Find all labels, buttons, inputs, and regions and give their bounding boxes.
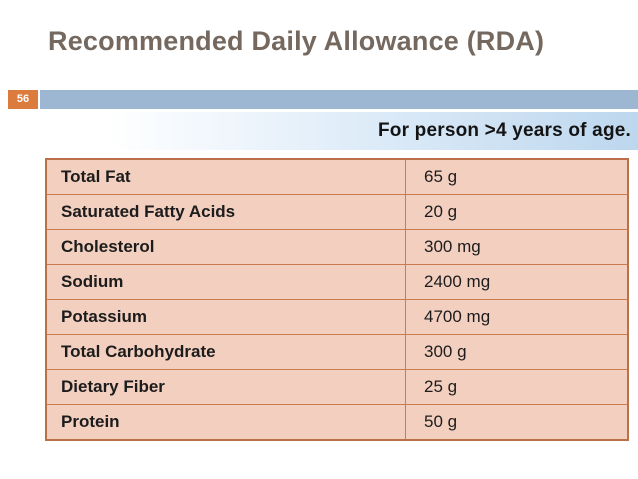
nutrient-label-cell: Potassium: [45, 299, 406, 335]
rda-table-body: Total Fat 65 g Saturated Fatty Acids 20 g Ch…: [45, 158, 629, 441]
nutrient-label-cell: Saturated Fatty Acids: [45, 194, 406, 230]
nutrient-label-cell: Sodium: [45, 264, 406, 300]
table-row: Total Fat 65 g: [45, 158, 629, 195]
nutrient-label-cell: Protein: [45, 404, 406, 441]
table-row: Protein 50 g: [45, 404, 629, 441]
nutrient-label-cell: Dietary Fiber: [45, 369, 406, 405]
header-accent-bar: [40, 90, 638, 109]
table-row: Sodium 2400 mg: [45, 264, 629, 300]
table-row: Dietary Fiber 25 g: [45, 369, 629, 405]
nutrient-label-cell: Cholesterol: [45, 229, 406, 265]
nutrient-value-cell: 50 g: [405, 404, 629, 441]
nutrient-value-cell: 300 mg: [405, 229, 629, 265]
subtitle-text: For person >4 years of age.: [377, 120, 631, 141]
subtitle-banner: For person >4 years of age.: [108, 112, 638, 150]
nutrient-value-cell: 300 g: [405, 334, 629, 370]
nutrient-value-cell: 25 g: [405, 369, 629, 405]
nutrient-label-cell: Total Carbohydrate: [45, 334, 406, 370]
slide-title: Recommended Daily Allowance (RDA): [48, 26, 545, 56]
nutrient-label-cell: Total Fat: [45, 158, 406, 195]
nutrient-value-cell: 2400 mg: [405, 264, 629, 300]
nutrient-value-cell: 65 g: [405, 158, 629, 195]
table-row: Potassium 4700 mg: [45, 299, 629, 335]
table-row: Total Carbohydrate 300 g: [45, 334, 629, 370]
slide-number-badge: 56: [8, 90, 38, 109]
rda-table: Total Fat 65 g Saturated Fatty Acids 20 g Ch…: [45, 158, 629, 441]
nutrient-value-cell: 20 g: [405, 194, 629, 230]
table-row: Saturated Fatty Acids 20 g: [45, 194, 629, 230]
table-row: Cholesterol 300 mg: [45, 229, 629, 265]
nutrient-value-cell: 4700 mg: [405, 299, 629, 335]
